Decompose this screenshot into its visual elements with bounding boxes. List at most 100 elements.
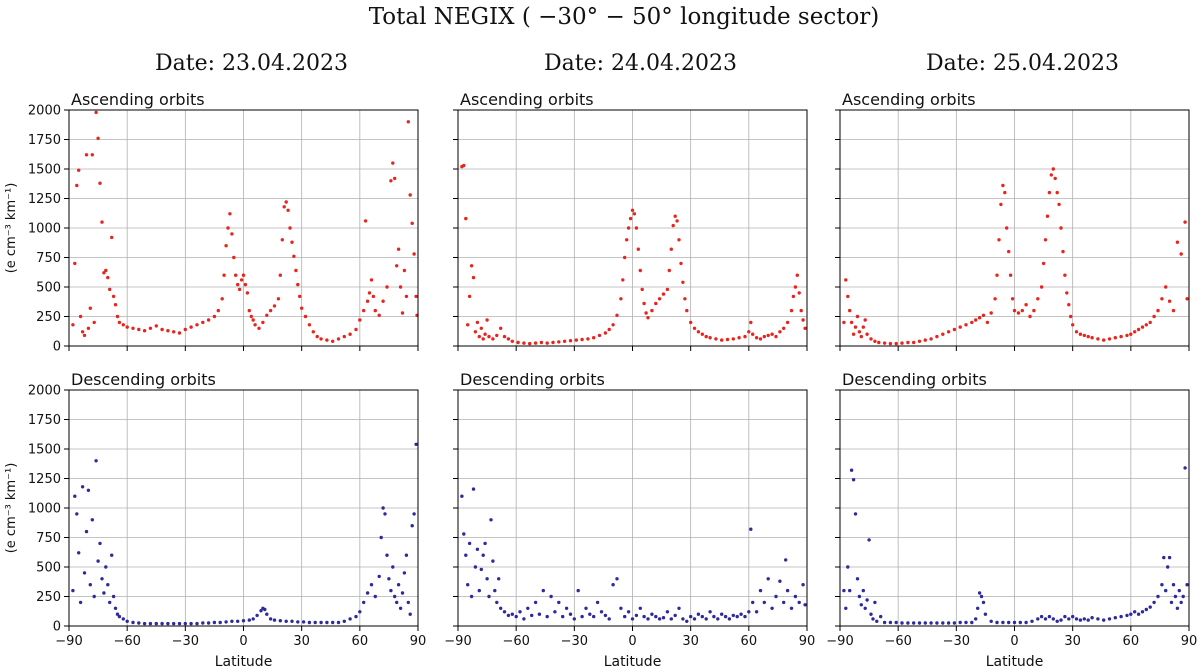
data-point xyxy=(1041,261,1046,266)
data-point xyxy=(296,620,300,624)
data-point xyxy=(377,574,381,579)
x-tick-label: −60 xyxy=(502,634,529,649)
data-point xyxy=(502,610,507,614)
data-point xyxy=(541,588,545,593)
x-tick-label: 30 xyxy=(293,634,310,649)
data-point xyxy=(121,323,126,327)
data-point xyxy=(1078,618,1083,622)
data-point xyxy=(958,325,962,329)
panel-label: Descending orbits xyxy=(460,370,605,389)
data-point xyxy=(1061,249,1065,254)
data-point xyxy=(611,583,615,587)
data-point xyxy=(284,619,288,623)
data-point xyxy=(917,621,922,625)
data-point xyxy=(90,518,95,522)
x-tick-label: −90 xyxy=(826,634,853,649)
data-point xyxy=(906,340,910,345)
data-point xyxy=(467,294,472,299)
data-point xyxy=(94,459,98,463)
data-point xyxy=(562,339,567,343)
data-point xyxy=(125,619,129,623)
data-point xyxy=(789,308,794,313)
data-point xyxy=(533,600,538,605)
data-point xyxy=(491,559,495,563)
data-point xyxy=(592,336,596,340)
data-point xyxy=(251,617,255,621)
data-point xyxy=(212,620,217,625)
data-point xyxy=(102,271,106,275)
data-point xyxy=(73,261,77,266)
data-point xyxy=(681,280,685,284)
data-point xyxy=(489,518,493,522)
data-point xyxy=(853,325,858,329)
data-point xyxy=(493,588,497,593)
y-tick-label: 250 xyxy=(36,310,61,325)
data-point xyxy=(665,610,670,614)
data-point xyxy=(371,294,376,299)
data-point xyxy=(754,610,759,614)
data-point xyxy=(400,591,405,595)
data-point xyxy=(154,621,158,626)
data-point xyxy=(568,339,573,343)
data-point xyxy=(348,332,352,336)
data-point xyxy=(253,323,257,327)
data-point xyxy=(1140,325,1145,329)
data-point xyxy=(94,110,98,115)
data-point xyxy=(588,612,592,616)
data-point xyxy=(121,617,126,621)
data-point xyxy=(1164,285,1168,289)
data-point xyxy=(154,324,158,328)
data-point xyxy=(700,332,704,336)
data-point xyxy=(863,318,867,322)
data-point xyxy=(1016,311,1021,315)
data-point xyxy=(395,600,399,605)
data-point xyxy=(336,620,341,625)
data-point xyxy=(923,621,927,625)
data-point xyxy=(412,252,416,256)
data-point xyxy=(257,326,261,330)
data-point xyxy=(551,340,555,345)
data-point xyxy=(92,320,96,325)
x-tick-label: −90 xyxy=(55,634,82,649)
data-point xyxy=(212,314,217,319)
data-point xyxy=(195,323,199,327)
data-point xyxy=(1136,327,1141,332)
data-point xyxy=(362,600,366,605)
data-point xyxy=(379,535,383,540)
x-tick-label: −30 xyxy=(172,634,199,649)
data-point xyxy=(483,541,487,546)
data-point xyxy=(395,264,399,268)
data-point xyxy=(789,606,794,610)
data-point xyxy=(365,591,370,595)
data-point xyxy=(1175,606,1180,610)
data-point xyxy=(1113,616,1118,620)
y-tick-label: 2000 xyxy=(28,104,61,119)
data-point xyxy=(104,268,108,273)
data-point xyxy=(623,614,627,619)
data-point xyxy=(469,594,474,599)
data-point xyxy=(873,339,877,343)
data-point xyxy=(673,613,677,618)
data-point xyxy=(1039,285,1044,289)
data-point xyxy=(1001,183,1005,188)
data-point xyxy=(537,612,542,616)
data-point xyxy=(342,619,346,623)
x-tick-label: 0 xyxy=(1010,634,1018,649)
y-tick-label: 1500 xyxy=(28,443,61,458)
data-point xyxy=(725,337,730,342)
x-tick-label: 60 xyxy=(741,634,758,649)
data-point xyxy=(84,529,89,534)
data-point xyxy=(873,600,877,605)
data-point xyxy=(77,168,81,172)
data-point xyxy=(801,318,805,322)
data-point xyxy=(226,226,230,230)
data-point xyxy=(974,617,978,621)
data-point xyxy=(1096,617,1100,621)
data-point xyxy=(912,621,916,625)
data-point xyxy=(723,614,728,619)
data-point xyxy=(743,614,747,619)
data-point xyxy=(354,614,358,619)
data-point xyxy=(762,600,766,605)
data-point xyxy=(1032,308,1036,313)
